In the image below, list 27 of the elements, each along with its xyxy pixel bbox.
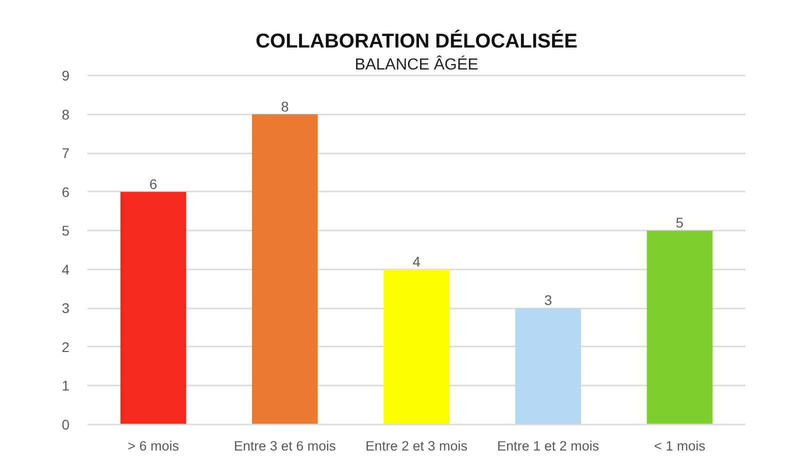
y-tick-label: 5 bbox=[62, 222, 70, 239]
chart-title: COLLABORATION DÉLOCALISÉE bbox=[256, 30, 578, 52]
bar bbox=[384, 269, 450, 424]
data-label: 4 bbox=[412, 253, 421, 270]
y-tick-label: 4 bbox=[62, 261, 70, 278]
y-tick-label: 9 bbox=[62, 68, 70, 84]
data-label: 5 bbox=[676, 214, 684, 231]
x-tick-label: Entre 2 et 3 mois bbox=[365, 438, 468, 454]
x-tick-label: < 1 mois bbox=[654, 438, 706, 454]
bar bbox=[515, 308, 581, 424]
y-tick-label: 8 bbox=[62, 106, 70, 122]
data-label: 3 bbox=[544, 292, 552, 308]
bar bbox=[646, 230, 713, 424]
x-tick-label: Entre 3 et 6 mois bbox=[234, 438, 336, 454]
data-label: 8 bbox=[281, 98, 290, 114]
y-tick-label: 7 bbox=[62, 145, 70, 162]
data-label: 6 bbox=[149, 176, 158, 192]
chart-subtitle: BALANCE ÂGÉE bbox=[354, 56, 478, 74]
bar bbox=[120, 192, 186, 424]
y-tick-label: 0 bbox=[62, 416, 70, 432]
y-tick-label: 2 bbox=[62, 338, 70, 355]
x-tick-label: > 6 mois bbox=[128, 438, 180, 454]
x-tick-label: Entre 1 et 2 mois bbox=[497, 438, 600, 454]
y-tick-label: 1 bbox=[62, 378, 70, 394]
y-tick-label: 3 bbox=[62, 300, 70, 316]
bar bbox=[252, 114, 318, 424]
y-tick-label: 6 bbox=[62, 184, 70, 200]
